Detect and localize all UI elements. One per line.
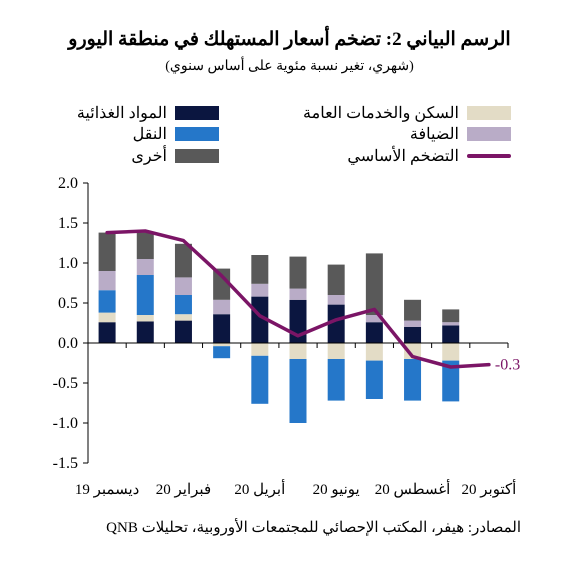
bar-housing	[289, 343, 307, 359]
bar-food	[251, 296, 269, 343]
legend-hospitality: الضيافة	[410, 124, 511, 144]
y-tick-label: 0.5	[58, 295, 78, 312]
legend-transport: النقل	[133, 124, 219, 144]
bar-other	[327, 264, 345, 295]
bar-other	[365, 253, 383, 315]
bar-transport	[136, 275, 154, 315]
legend-food-swatch	[175, 106, 219, 120]
bar-hospitality	[136, 259, 154, 275]
bar-other	[251, 255, 269, 284]
bar-food	[174, 320, 192, 343]
legend-other-label: أخرى	[131, 148, 167, 165]
bar-transport	[442, 360, 460, 402]
bar-other	[98, 232, 116, 271]
bar-hospitality	[251, 283, 269, 297]
source-note: المصادر: هيفر، المكتب الإحصائي للمجتمعات…	[106, 520, 521, 536]
bar-other	[174, 243, 192, 278]
bar-transport	[251, 355, 269, 404]
bar-food	[136, 321, 154, 343]
legend-transport-swatch	[175, 127, 219, 141]
x-tick-label: أكتوبر 20	[462, 479, 517, 498]
bar-hospitality	[174, 277, 192, 295]
x-tick-label: أبريل 20	[234, 479, 285, 498]
bar-other	[213, 268, 231, 300]
legend-core-swatch	[467, 154, 511, 158]
stacked-bar-chart: 2.0 1.5 1.0 0.5 0.0 -0.5 -1.0 -1.5 -0.3 ديسمبر 19…	[53, 175, 521, 498]
legend-core-label: التضخم الأساسي	[347, 148, 459, 165]
bar-housing	[404, 343, 422, 359]
legend-hospitality-swatch	[467, 127, 511, 141]
bar-housing	[136, 315, 154, 322]
chart-title: الرسم البياني 2: تضخم أسعار المستهلك في …	[68, 29, 511, 50]
bar-transport	[404, 359, 422, 401]
bar-hospitality	[213, 299, 231, 315]
x-tick-label: ديسمبر 19	[75, 482, 139, 498]
legend-other-swatch	[175, 149, 219, 163]
bar-housing	[174, 314, 192, 321]
chart-subtitle: (شهري، تغير نسبة مئوية على أساس سنوي)	[165, 59, 414, 74]
bar-hospitality	[442, 322, 460, 326]
bar-hospitality	[98, 271, 116, 291]
y-tick-label: 0.0	[58, 335, 78, 352]
bar-food	[213, 314, 231, 343]
bar-hospitality	[289, 288, 307, 300]
bar-transport	[289, 359, 307, 423]
bar-food	[442, 325, 460, 343]
legend-housing-swatch	[467, 106, 511, 120]
core-inflation-line	[105, 229, 491, 369]
bar-other	[289, 256, 307, 289]
y-tick-label: -0.5	[53, 375, 78, 392]
y-tick-label: 1.0	[58, 255, 78, 272]
legend-other: أخرى	[131, 146, 219, 166]
bar-other	[442, 309, 460, 323]
legend-housing: السكن والخدمات العامة	[303, 103, 511, 123]
end-value-label: -0.3	[495, 357, 520, 374]
legend-transport-label: النقل	[132, 126, 167, 143]
bar-other	[404, 299, 422, 321]
bar-transport	[365, 360, 383, 399]
legend-core: التضخم الأساسي	[347, 146, 511, 166]
bar-hospitality	[365, 315, 383, 323]
x-tick-label: فبراير 20	[156, 482, 211, 498]
y-tick-label: 2.0	[58, 175, 78, 192]
y-tick-label: 1.5	[58, 215, 78, 232]
bar-housing	[365, 343, 383, 361]
bar-transport	[327, 359, 345, 401]
legend-hospitality-label: الضيافة	[409, 126, 459, 143]
bar-housing	[213, 343, 231, 347]
y-tick-label: -1.0	[53, 415, 78, 432]
bar-housing	[251, 343, 269, 356]
bar-food	[327, 304, 345, 343]
legend-food: المواد الغذائية	[77, 103, 219, 123]
y-tick-label: -1.5	[53, 455, 78, 472]
bar-other	[136, 232, 154, 259]
bar-food	[98, 322, 116, 343]
bar-transport	[98, 290, 116, 313]
legend-food-label: المواد الغذائية	[76, 105, 167, 122]
bar-transport	[174, 295, 192, 315]
bar-food	[365, 322, 383, 343]
bar-transport	[213, 346, 231, 359]
bar-food	[404, 327, 422, 343]
bar-housing	[442, 343, 460, 361]
bar-housing	[98, 312, 116, 323]
x-tick-label: أغسطس 20	[375, 479, 451, 498]
bar-hospitality	[404, 320, 422, 327]
bar-hospitality	[327, 295, 345, 305]
legend-housing-label: السكن والخدمات العامة	[303, 105, 459, 122]
bar-housing	[327, 343, 345, 359]
x-tick-label: يونيو 20	[313, 482, 360, 498]
